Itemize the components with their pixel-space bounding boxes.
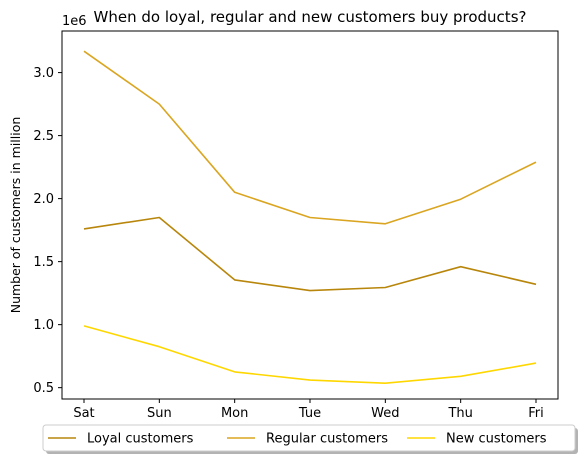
series-layer: [83, 50, 537, 385]
y-axis-scale-label: 1e6: [62, 14, 87, 29]
y-tick-label: 1.5: [33, 255, 54, 270]
x-tick-label: Sun: [147, 406, 172, 421]
legend-box: [42, 424, 576, 452]
series-line-regular-customers: [83, 50, 537, 225]
legend-items: Loyal customers Regular customers New cust…: [48, 432, 547, 447]
legend: Loyal customers Regular customers New cust…: [42, 424, 578, 454]
y-axis-label: Number of customers in million: [8, 117, 23, 314]
legend-label-regular-customers: Regular customers: [266, 432, 388, 447]
legend-label-new-customers: New customers: [446, 432, 547, 447]
y-tick-label: 2.5: [33, 129, 54, 144]
y-tick-label: 1.0: [33, 318, 54, 333]
x-tick-label: Mon: [221, 406, 248, 421]
x-tick-label: Sat: [73, 406, 94, 421]
x-tick-label: Fri: [528, 406, 544, 421]
y-tick-label: 0.5: [33, 381, 54, 396]
y-tick-label: 3.0: [33, 66, 54, 81]
y-tick-label: 2.0: [33, 192, 54, 207]
x-tick-label: Wed: [371, 406, 399, 421]
chart-title: When do loyal, regular and new customers…: [94, 8, 527, 26]
series-line-loyal-customers: [83, 216, 537, 292]
x-axis: Sat Sun Mon Tue Wed Thu Fri: [73, 399, 544, 421]
plot-area: [62, 31, 558, 399]
series-line-new-customers: [83, 325, 537, 385]
y-axis: 0.5 1.0 1.5 2.0 2.5 3.0: [33, 66, 62, 396]
x-tick-label: Tue: [298, 406, 321, 421]
x-tick-label: Thu: [447, 406, 472, 421]
legend-label-loyal-customers: Loyal customers: [87, 432, 194, 447]
